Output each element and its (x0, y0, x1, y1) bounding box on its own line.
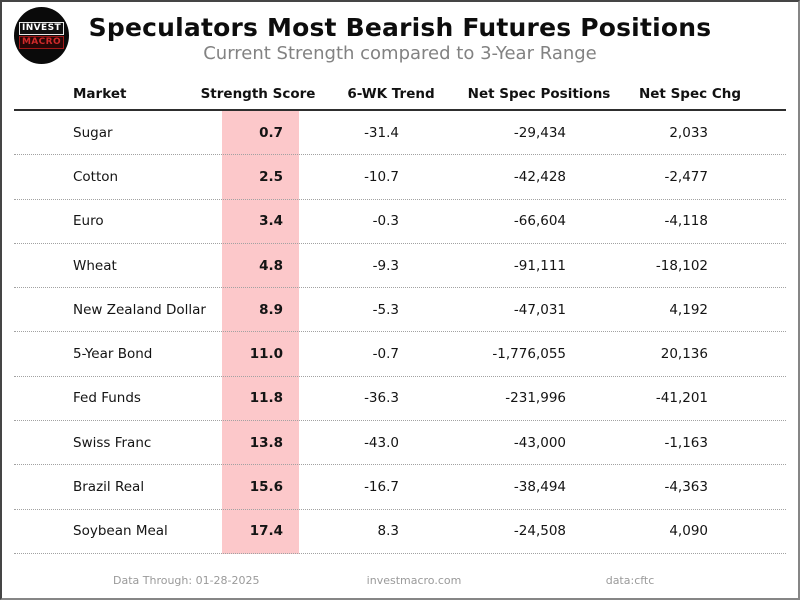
market-cell: Brazil Real (73, 479, 145, 496)
table-row: New Zealand Dollar 8.9 -5.3 -47,031 4,19… (14, 288, 786, 333)
strength-score-cell: 0.7 (259, 124, 283, 141)
net-spec-chg-cell: -4,118 (664, 213, 708, 230)
market-cell: Swiss Franc (73, 434, 152, 451)
net-spec-positions-cell: -24,508 (513, 523, 566, 540)
market-cell: Euro (73, 213, 104, 230)
column-header-market: Market (73, 86, 127, 102)
table-row: Cotton 2.5 -10.7 -42,428 -2,477 (14, 155, 786, 200)
net-spec-positions-cell: -1,776,055 (492, 346, 566, 363)
strength-score-cell: 15.6 (249, 479, 283, 496)
net-spec-chg-cell: -2,477 (664, 168, 708, 185)
6wk-trend-cell: -31.4 (364, 124, 399, 141)
6wk-trend-cell: -16.7 (364, 479, 399, 496)
strength-score-cell: 13.8 (249, 434, 283, 451)
market-cell: Sugar (73, 124, 113, 141)
net-spec-chg-cell: -1,163 (664, 434, 708, 451)
market-cell: 5-Year Bond (73, 346, 153, 363)
table-row: 5-Year Bond 11.0 -0.7 -1,776,055 20,136 (14, 332, 786, 377)
footer-data-through: Data Through: 01-28-2025 (113, 574, 260, 587)
6wk-trend-cell: 8.3 (377, 523, 399, 540)
6wk-trend-cell: -0.3 (372, 213, 399, 230)
investmacro-logo-icon: INVEST MACRO (14, 7, 69, 64)
strength-score-cell: 11.0 (249, 346, 283, 363)
market-cell: Soybean Meal (73, 523, 168, 540)
6wk-trend-cell: -43.0 (364, 434, 399, 451)
net-spec-positions-cell: -43,000 (513, 434, 566, 451)
page-subtitle: Current Strength compared to 3-Year Rang… (203, 43, 597, 64)
net-spec-chg-cell: 20,136 (660, 346, 708, 363)
net-spec-chg-cell: -18,102 (655, 257, 708, 274)
table-row: Fed Funds 11.8 -36.3 -231,996 -41,201 (14, 377, 786, 422)
6wk-trend-cell: -5.3 (372, 301, 399, 318)
net-spec-chg-cell: 2,033 (669, 124, 708, 141)
logo-macro-text: MACRO (18, 36, 65, 49)
net-spec-positions-cell: -38,494 (513, 479, 566, 496)
logo-invest-text: INVEST (18, 22, 64, 35)
net-spec-positions-cell: -66,604 (513, 213, 566, 230)
net-spec-chg-cell: 4,192 (669, 301, 708, 318)
table-row: Swiss Franc 13.8 -43.0 -43,000 -1,163 (14, 421, 786, 466)
net-spec-chg-cell: -4,363 (664, 479, 708, 496)
strength-score-cell: 11.8 (249, 390, 283, 407)
table-row: Wheat 4.8 -9.3 -91,111 -18,102 (14, 244, 786, 289)
market-cell: Fed Funds (73, 390, 141, 407)
footer-website: investmacro.com (366, 574, 462, 587)
6wk-trend-cell: -0.7 (372, 346, 399, 363)
net-spec-chg-cell: 4,090 (669, 523, 708, 540)
6wk-trend-cell: -10.7 (364, 168, 399, 185)
6wk-trend-cell: -9.3 (372, 257, 399, 274)
table-row: Soybean Meal 17.4 8.3 -24,508 4,090 (14, 510, 786, 554)
6wk-trend-cell: -36.3 (364, 390, 399, 407)
footer-data-source: data:cftc (605, 574, 655, 587)
column-header-net-spec-chg: Net Spec Chg (638, 86, 742, 102)
table-body: Sugar 0.7 -31.4 -29,434 2,033 Cotton 2.5… (14, 111, 786, 554)
strength-score-cell: 2.5 (259, 168, 283, 185)
market-cell: New Zealand Dollar (73, 301, 206, 318)
column-header-strength-score: Strength Score (200, 86, 316, 102)
net-spec-positions-cell: -231,996 (505, 390, 566, 407)
net-spec-chg-cell: -41,201 (655, 390, 708, 407)
table-row: Sugar 0.7 -31.4 -29,434 2,033 (14, 111, 786, 156)
net-spec-positions-cell: -91,111 (513, 257, 566, 274)
strength-score-cell: 8.9 (259, 301, 283, 318)
net-spec-positions-cell: -47,031 (513, 301, 566, 318)
strength-score-cell: 3.4 (259, 213, 283, 230)
header-divider (14, 109, 786, 111)
table-row: Brazil Real 15.6 -16.7 -38,494 -4,363 (14, 465, 786, 510)
column-header-net-spec-positions: Net Spec Positions (467, 86, 611, 102)
strength-score-cell: 4.8 (259, 257, 283, 274)
market-cell: Cotton (73, 168, 119, 185)
market-cell: Wheat (73, 257, 117, 274)
strength-score-cell: 17.4 (249, 523, 283, 540)
strength-score-highlight-band (222, 111, 299, 554)
table-row: Euro 3.4 -0.3 -66,604 -4,118 (14, 200, 786, 244)
net-spec-positions-cell: -29,434 (513, 124, 566, 141)
net-spec-positions-cell: -42,428 (513, 168, 566, 185)
page-title: Speculators Most Bearish Futures Positio… (88, 13, 712, 42)
column-header-6wk-trend: 6-WK Trend (347, 86, 435, 102)
